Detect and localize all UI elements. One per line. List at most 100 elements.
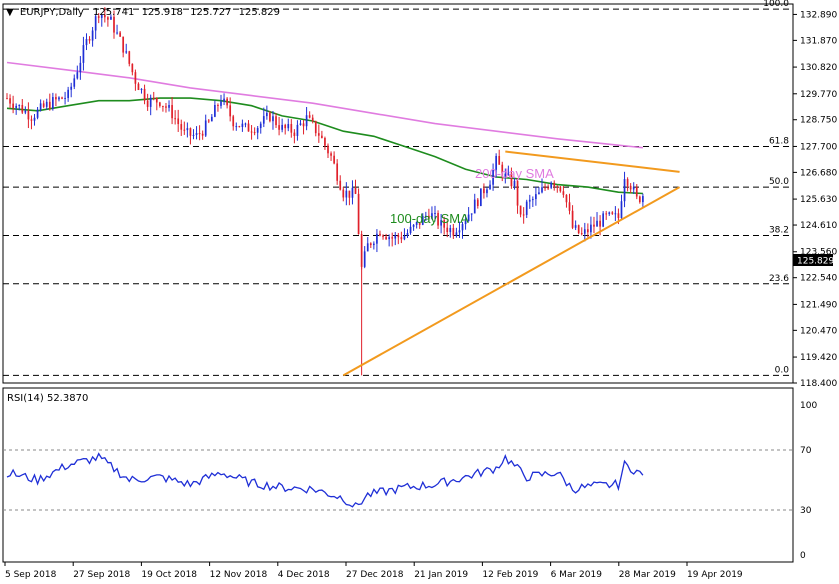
candle-body bbox=[262, 116, 265, 124]
candle-body bbox=[562, 191, 565, 195]
candle-body bbox=[571, 210, 574, 228]
candle-body bbox=[70, 86, 73, 90]
candle-body bbox=[256, 128, 259, 133]
candle-body bbox=[198, 133, 201, 135]
candle-body bbox=[596, 220, 598, 227]
candle-body bbox=[638, 196, 641, 203]
candle-body bbox=[590, 224, 592, 233]
candle-body bbox=[495, 155, 497, 170]
candle-body bbox=[406, 232, 409, 236]
candle-body bbox=[247, 123, 250, 132]
candle-body bbox=[103, 14, 106, 18]
candle-body bbox=[492, 169, 494, 185]
candle-body bbox=[556, 186, 559, 188]
candle-body bbox=[550, 182, 553, 188]
candle-body bbox=[110, 16, 112, 20]
x-tick-label: 12 Nov 2018 bbox=[210, 570, 268, 580]
candle-body bbox=[155, 97, 158, 103]
candle-body bbox=[192, 134, 195, 136]
candle-body bbox=[214, 104, 216, 117]
candle-body bbox=[217, 104, 219, 106]
sma100-label: 100-day SMA bbox=[390, 211, 469, 226]
candle-body bbox=[369, 243, 372, 246]
candle-body bbox=[528, 199, 531, 202]
x-tick-label: 12 Feb 2019 bbox=[482, 570, 538, 580]
candle-body bbox=[501, 164, 504, 177]
fibonacci-levels: 100.0 61.8 50.0 38.2 23.6 0.0 bbox=[3, 0, 793, 376]
y-tick-label: 124.610 bbox=[800, 221, 837, 231]
candle-body bbox=[314, 121, 317, 134]
candle-body bbox=[296, 124, 299, 136]
candle-body bbox=[52, 97, 54, 109]
y-tick-label: 119.420 bbox=[800, 353, 837, 363]
candle-body bbox=[553, 182, 556, 187]
candle-body bbox=[617, 213, 620, 219]
candle-body bbox=[137, 83, 140, 91]
candle-body bbox=[642, 196, 644, 203]
candle-body bbox=[354, 187, 357, 194]
candle-body bbox=[293, 132, 296, 136]
candle-body bbox=[446, 227, 449, 233]
candle-body bbox=[100, 14, 103, 18]
candle-body bbox=[376, 233, 378, 244]
candle-body bbox=[565, 194, 568, 203]
candle-body bbox=[223, 98, 225, 102]
candle-body bbox=[116, 32, 118, 34]
candle-body bbox=[629, 185, 632, 190]
candle-body bbox=[577, 225, 580, 234]
candle-body bbox=[535, 194, 537, 200]
candle-body bbox=[284, 124, 287, 129]
trendline-0 bbox=[342, 186, 681, 377]
candle-body bbox=[146, 100, 149, 107]
candle-body bbox=[232, 116, 235, 127]
candle-body bbox=[635, 187, 638, 197]
candle-body bbox=[489, 184, 491, 190]
rsi-panel bbox=[2, 387, 794, 563]
candle-body bbox=[67, 89, 69, 98]
candle-body bbox=[455, 232, 458, 236]
rsi-tick-label: 30 bbox=[800, 506, 812, 516]
candle-body bbox=[507, 173, 510, 175]
y-axis-ticks: 132.890 131.870 130.820 129.770 128.750 127.7… bbox=[793, 10, 837, 389]
y-tick-label: 120.470 bbox=[800, 326, 837, 336]
candle-body bbox=[366, 243, 369, 252]
candle-body bbox=[611, 212, 614, 214]
candle-body bbox=[547, 187, 549, 189]
fib-label-61.8: 61.8 bbox=[769, 136, 789, 146]
candle-body bbox=[476, 199, 479, 206]
candle-body bbox=[107, 17, 109, 20]
candle-body bbox=[342, 189, 345, 198]
candle-body bbox=[278, 125, 280, 130]
dropdown-arrow-icon[interactable]: ▼ bbox=[6, 7, 14, 18]
candle-body bbox=[330, 153, 332, 156]
candle-body bbox=[73, 78, 76, 87]
candle-body bbox=[382, 235, 384, 237]
candle-body bbox=[373, 243, 375, 246]
candle-body bbox=[272, 116, 274, 122]
candle-body bbox=[27, 110, 30, 120]
candle-body bbox=[9, 98, 11, 104]
candle-body bbox=[418, 222, 421, 225]
trendline-1 bbox=[505, 150, 680, 173]
candle-body bbox=[177, 118, 180, 125]
open-value: 125.741 bbox=[93, 7, 134, 18]
candle-body bbox=[324, 137, 326, 146]
candle-body bbox=[253, 132, 256, 134]
chart-header: ▼ EURJPY,Daily 125.741 125.918 125.727 1… bbox=[6, 7, 280, 18]
candle-body bbox=[559, 186, 562, 192]
candle-body bbox=[544, 187, 546, 189]
candle-body bbox=[504, 173, 507, 177]
candle-body bbox=[379, 233, 381, 236]
candle-body bbox=[195, 133, 198, 135]
candle-body bbox=[39, 103, 42, 110]
candle-body bbox=[33, 117, 36, 121]
candle-body bbox=[513, 180, 516, 187]
candle-body bbox=[541, 187, 543, 193]
candle-body bbox=[18, 105, 21, 107]
candle-body bbox=[434, 213, 436, 215]
candle-body bbox=[30, 119, 33, 121]
candle-body bbox=[122, 36, 125, 53]
candle-body bbox=[409, 226, 412, 233]
candle-body bbox=[385, 236, 387, 240]
low-value: 125.727 bbox=[190, 7, 231, 18]
